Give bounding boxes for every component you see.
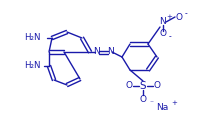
- Text: N: N: [160, 18, 166, 26]
- Text: +: +: [171, 100, 177, 106]
- Text: -: -: [185, 10, 187, 19]
- Text: N: N: [107, 46, 113, 56]
- Text: +: +: [166, 14, 172, 20]
- Text: ⁻: ⁻: [149, 98, 153, 107]
- Text: Na: Na: [156, 102, 168, 111]
- Text: O: O: [153, 82, 161, 91]
- Text: O: O: [140, 95, 146, 103]
- Text: O: O: [125, 82, 133, 91]
- Text: O: O: [176, 12, 182, 22]
- Text: H₂N: H₂N: [24, 61, 40, 71]
- Text: O: O: [159, 30, 166, 38]
- Text: N: N: [94, 46, 100, 56]
- Text: H₂N: H₂N: [24, 34, 40, 42]
- Text: S: S: [140, 81, 146, 91]
- Text: -: -: [169, 33, 171, 42]
